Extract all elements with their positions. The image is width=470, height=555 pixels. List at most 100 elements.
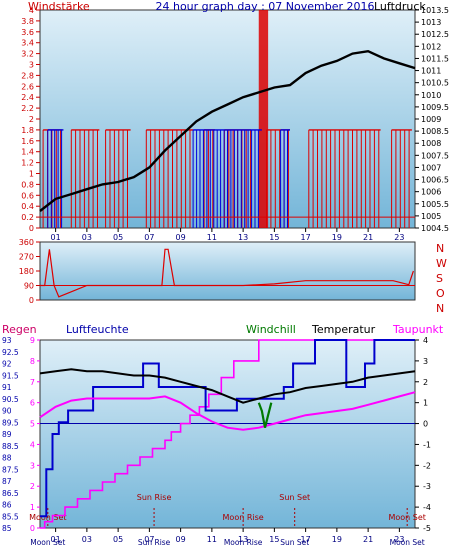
tick-label-temperature: 1 (423, 399, 428, 408)
tick-label-direction: 90 (24, 282, 34, 291)
tick-label-hour: 23 (394, 535, 404, 544)
event-footer-label: Moon Set (30, 538, 65, 547)
temperature-line (39, 368, 416, 404)
tick-label-pressure: 1009.5 (421, 103, 449, 112)
tick-label-rain: 6 (30, 399, 35, 408)
tick-label-wind: 2 (29, 115, 34, 124)
tick-label-humidity: 88 (2, 454, 12, 463)
event-label: Sun Rise (137, 493, 172, 502)
tick-label-hour: 09 (176, 535, 186, 544)
label-humidity: Luftfeuchte (66, 323, 129, 336)
dewpoint-line (39, 391, 416, 431)
gust-burst (280, 129, 288, 228)
tick-label-wind: 2.8 (21, 71, 34, 80)
tick-label-pressure: 1009 (421, 115, 441, 124)
tick-label-wind: 2.6 (21, 82, 34, 91)
tick-label-wind: 4 (29, 6, 34, 15)
tick-label-temperature: -3 (423, 482, 431, 491)
tick-label-temperature: -4 (423, 503, 431, 512)
event-footer-label: Sun Rise (138, 538, 171, 547)
tick-label-hour: 07 (144, 535, 154, 544)
event-label: Moon Set (388, 513, 425, 522)
event-label: Sun Set (279, 493, 310, 502)
tick-label-wind: 0.2 (21, 213, 34, 222)
header-left: Windstärke (28, 0, 90, 13)
tick-label-hour: 07 (144, 233, 154, 242)
tick-label-pressure: 1007.5 (421, 151, 449, 160)
tick-label-humidity: 87 (2, 477, 12, 486)
tick-label-hour: 15 (269, 535, 279, 544)
tick-label-rain: 5 (30, 420, 35, 429)
label-temperature: Temperatur (311, 323, 376, 336)
tick-label-direction: 180 (19, 267, 34, 276)
panel-temperature (39, 339, 416, 529)
tick-label-hour: 01 (51, 535, 61, 544)
tick-label-wind: 2.4 (21, 93, 34, 102)
gust-burst (192, 129, 259, 228)
compass-label: O (436, 287, 445, 300)
tick-label-pressure: 1004.5 (421, 224, 449, 233)
tick-label-hour: 03 (82, 233, 92, 242)
header-right: Luftdruck (374, 0, 426, 13)
tick-label-humidity: 87.5 (2, 465, 19, 474)
tick-label-temperature: 0 (423, 420, 428, 429)
tick-label-hour: 11 (207, 233, 217, 242)
tick-label-humidity: 89 (2, 430, 12, 439)
tick-label-pressure: 1012.5 (421, 30, 449, 39)
tick-label-humidity: 90.5 (2, 395, 19, 404)
tick-label-temperature: 4 (423, 336, 428, 345)
tick-label-direction: 0 (29, 296, 34, 305)
tick-label-direction: 270 (19, 253, 34, 262)
tick-label-humidity: 86 (2, 501, 12, 510)
label-rain: Regen (2, 323, 37, 336)
tick-label-wind: 1.6 (21, 137, 34, 146)
tick-label-hour: 05 (113, 535, 123, 544)
tick-label-rain: 9 (30, 336, 35, 345)
wind-burst (308, 129, 380, 228)
tick-label-wind: 3.2 (21, 50, 34, 59)
tick-label-direction: 360 (19, 238, 34, 247)
wind-burst (145, 129, 191, 228)
tick-label-hour: 09 (176, 233, 186, 242)
tick-label-wind: 0.4 (21, 202, 34, 211)
tick-label-rain: 0 (30, 524, 35, 533)
tick-label-humidity: 85.5 (2, 512, 19, 521)
tick-label-hour: 19 (332, 233, 342, 242)
wind-burst (70, 129, 98, 228)
tick-label-wind: 0.8 (21, 180, 34, 189)
tick-label-pressure: 1011 (421, 67, 441, 76)
tick-label-temperature: 2 (423, 378, 428, 387)
tick-label-pressure: 1012 (421, 42, 441, 51)
wind-burst (105, 129, 128, 228)
event-footer-label: Sun Set (280, 538, 309, 547)
label-windchill: Windchill (246, 323, 296, 336)
compass-label: N (436, 302, 444, 315)
tick-label-hour: 11 (207, 535, 217, 544)
tick-label-wind: 1.2 (21, 159, 34, 168)
wind-burst (203, 129, 214, 228)
tick-label-temperature: -2 (423, 461, 431, 470)
tick-label-humidity: 90 (2, 407, 12, 416)
tick-label-wind: 3.8 (21, 17, 34, 26)
tick-label-rain: 1 (30, 503, 35, 512)
tick-label-hour: 21 (363, 535, 373, 544)
tick-label-humidity: 86.5 (2, 489, 19, 498)
tick-label-humidity: 91.5 (2, 371, 19, 380)
tick-label-humidity: 91 (2, 383, 12, 392)
tick-label-wind: 2.2 (21, 104, 34, 113)
tick-label-hour: 23 (394, 233, 404, 242)
tick-label-wind: 1.4 (21, 148, 34, 157)
tick-label-hour: 17 (301, 535, 311, 544)
tick-label-pressure: 1010 (421, 91, 441, 100)
tick-label-hour: 05 (113, 233, 123, 242)
compass-label: S (436, 272, 443, 285)
tick-label-humidity: 92.5 (2, 348, 19, 357)
tick-label-rain: 3 (30, 461, 35, 470)
tick-label-humidity: 92 (2, 360, 12, 369)
header-center: 24 hour graph day : 07 November 2016 (155, 0, 374, 13)
tick-label-pressure: 1013.5 (421, 6, 449, 15)
tick-label-hour: 13 (238, 535, 248, 544)
compass-label: N (436, 242, 444, 255)
tick-label-wind: 0.6 (21, 191, 34, 200)
